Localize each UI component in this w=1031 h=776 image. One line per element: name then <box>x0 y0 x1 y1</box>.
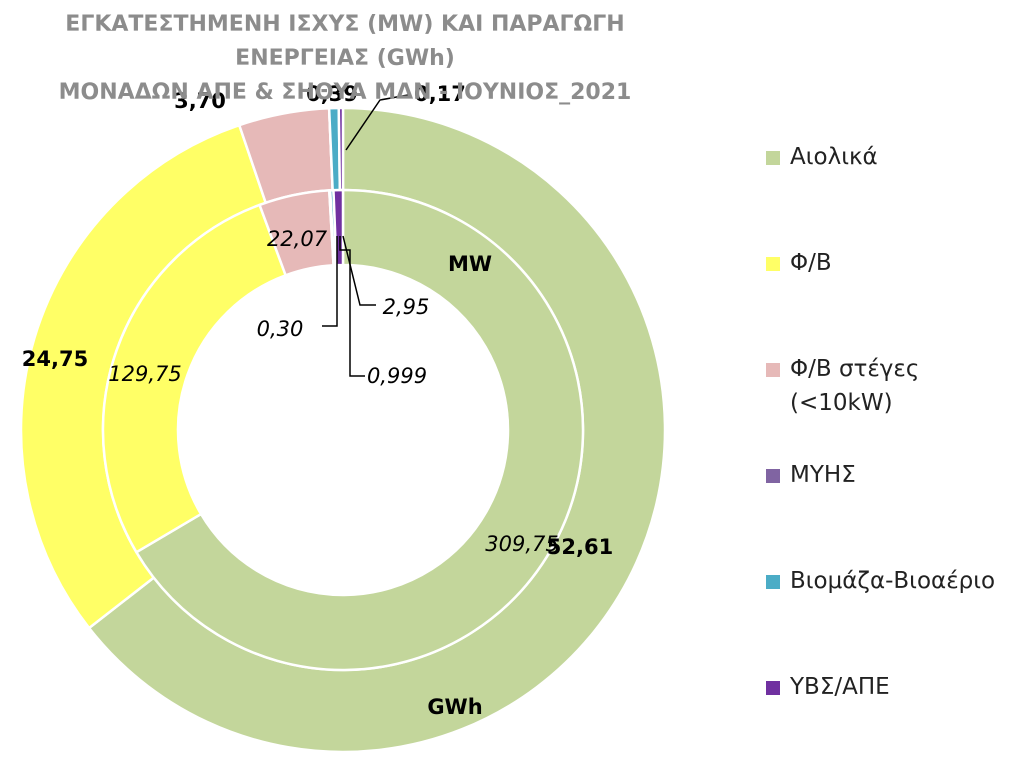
legend-label: ΜΥΗΣ <box>790 462 856 488</box>
doughnut-segment <box>101 203 288 554</box>
doughnut-segment <box>134 188 585 672</box>
legend-item: Αιολικά <box>766 140 995 246</box>
leader-line <box>345 94 409 151</box>
legend-label: ΥΒΣ/ΑΠΕ <box>790 674 890 700</box>
legend-swatch <box>766 681 780 695</box>
legend-swatch <box>766 575 780 589</box>
doughnut-segment <box>337 106 345 192</box>
data-label: 52,61 <box>547 535 613 559</box>
data-label: 22,07 <box>267 227 328 251</box>
legend-item: Φ/Β στέγες (<10kW) <box>766 352 995 458</box>
data-label: 0,999 <box>367 364 427 388</box>
legend-swatch <box>766 151 780 165</box>
legend-swatch <box>766 257 780 271</box>
legend-label: Βιομάζα-Βιοαέριο <box>790 568 996 594</box>
data-label: 129,75 <box>108 362 181 386</box>
legend-label: Φ/Β στέγες (<10kW) <box>790 356 920 416</box>
legend-swatch <box>766 469 780 483</box>
legend-label: Φ/Β <box>790 250 832 276</box>
data-label: 309,75 <box>485 532 558 556</box>
data-label: 3,70 <box>174 89 226 113</box>
data-label: 0,30 <box>257 317 304 341</box>
legend-item: ΥΒΣ/ΑΠΕ <box>766 670 995 776</box>
legend-label: Αιολικά <box>790 144 878 170</box>
legend-swatch <box>766 363 780 377</box>
legend: Αιολικά Φ/Β Φ/Β στέγες (<10kW) ΜΥΗΣ Βιομάζα-… <box>766 140 995 776</box>
data-label: 0,17 <box>414 82 466 106</box>
leader-line <box>322 236 338 327</box>
chart-title: ΕΓΚΑΤΕΣΤΗΜΕΝΗ ΙΣΧΥΣ (MW) ΚΑΙ ΠΑΡΑΓΩΓΗ ΕΝ… <box>58 12 632 105</box>
ring-label: MW <box>448 252 492 276</box>
ring-label: GWh <box>427 695 482 719</box>
leader-line <box>342 235 376 306</box>
data-label: 2,95 <box>383 295 430 319</box>
legend-item: Φ/Β <box>766 246 995 352</box>
legend-item: Βιομάζα-Βιοαέριο <box>766 564 995 670</box>
legend-item: ΜΥΗΣ <box>766 458 995 564</box>
doughnut-segment <box>332 188 345 267</box>
data-label: 0,39 <box>306 82 358 106</box>
leader-line <box>339 236 365 377</box>
data-label: 24,75 <box>22 347 88 371</box>
